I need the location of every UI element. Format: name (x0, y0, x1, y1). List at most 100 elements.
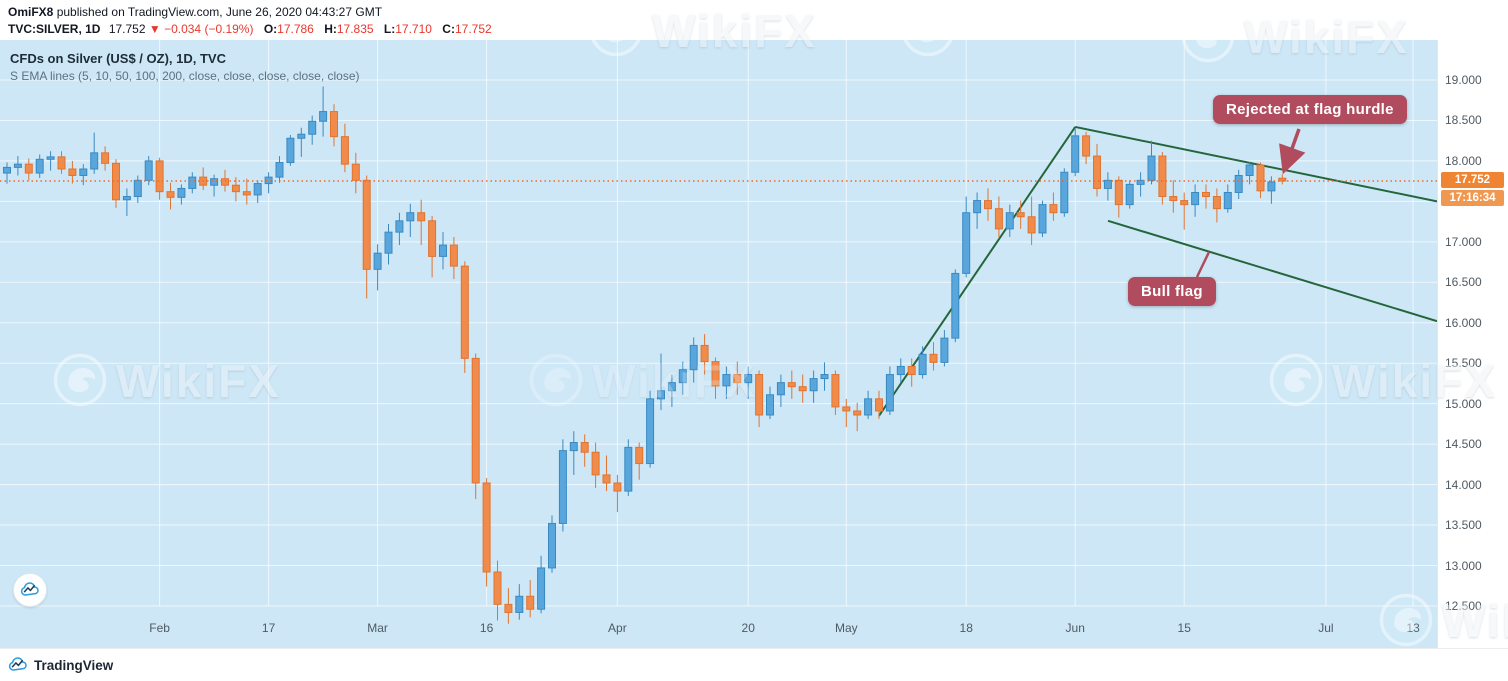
symbol-info-row: TVC:SILVER, 1D 17.752 ▼ −0.034 (−0.19%) … (8, 22, 1508, 36)
price-axis-label: 14.500 (1445, 437, 1482, 452)
candle-body (79, 168, 88, 176)
candle-body (885, 374, 894, 412)
close-value: 17.752 (454, 22, 492, 36)
chart-area[interactable]: Feb 17 Mar 16 Apr 20 May 18 Jun 15 Jul 13 CFDs on S… (0, 40, 1437, 648)
candle-body (1016, 212, 1025, 218)
candle-body (1169, 196, 1178, 202)
candle-body (722, 374, 731, 387)
candle-body (1202, 191, 1210, 198)
time-axis-label: 16 (480, 621, 494, 635)
price-axis-label: 13.500 (1445, 518, 1482, 533)
candle-body (1147, 155, 1156, 181)
candle-body (362, 179, 371, 270)
candle-body (1125, 183, 1134, 206)
candle-body (373, 252, 382, 270)
candle-body (471, 357, 480, 484)
trend-line-flag-top[interactable] (1074, 125, 1437, 203)
candle-body (1278, 177, 1287, 182)
high-value: 17.835 (336, 22, 374, 36)
publish-text: published on TradingView.com, June 26, 2… (53, 5, 383, 19)
candle-body (635, 446, 644, 465)
price-axis-label: 18.000 (1445, 153, 1482, 168)
candle-body (1114, 179, 1123, 206)
candle-body (1060, 171, 1069, 214)
price-axis[interactable]: 17.752 17:16:34 19.00018.50018.00017.500… (1437, 40, 1508, 648)
candle-body (221, 178, 229, 186)
candle-body (951, 272, 960, 339)
candle-body (1234, 174, 1243, 193)
candle-body (428, 220, 437, 257)
candle-body (210, 178, 219, 186)
candle-body (493, 571, 502, 605)
tradingview-logo-icon (20, 582, 39, 596)
candle-body (319, 111, 328, 122)
time-axis-label: 13 (1406, 621, 1420, 635)
candlestick-chart[interactable]: Feb 17 Mar 16 Apr 20 May 18 Jun 15 Jul 13 (0, 40, 1437, 648)
candle-body (57, 156, 66, 170)
candle-body (1158, 155, 1167, 198)
candle-body (264, 176, 273, 185)
candle-body (155, 160, 164, 193)
candle-body (395, 220, 404, 233)
candle-body (504, 603, 513, 613)
price-axis-label: 17.000 (1445, 234, 1482, 249)
open-label: O: (263, 22, 278, 36)
candle-body (1136, 179, 1145, 185)
candle-body (515, 595, 524, 613)
symbol-name[interactable]: TVC:SILVER, 1D (8, 22, 101, 36)
candle-body (678, 369, 687, 384)
candle-body (133, 179, 142, 198)
candle-body (275, 162, 284, 178)
candle-body (962, 212, 971, 274)
candle-body (657, 390, 665, 400)
candle-body (918, 353, 927, 376)
time-axis-label: Jun (1066, 621, 1085, 635)
candle-body (24, 163, 33, 174)
candle-body (144, 160, 153, 181)
candle-body (1093, 155, 1101, 189)
candle-body (853, 410, 862, 416)
candle-body (973, 200, 982, 214)
tradingview-brand[interactable]: TradingView (34, 657, 114, 673)
candle-body (776, 382, 785, 396)
candle-body (35, 158, 44, 174)
candle-body (340, 136, 349, 165)
candle-body (994, 208, 1003, 230)
candle-body (188, 176, 197, 189)
chart-indicator-label[interactable]: S EMA lines (5, 10, 50, 100, 200, close,… (10, 69, 360, 83)
candle-body (558, 450, 567, 524)
candle-body (231, 184, 240, 193)
candle-body (460, 265, 469, 359)
time-axis-label: Apr (608, 621, 627, 635)
time-axis-label: May (835, 621, 858, 635)
chart-title: CFDs on Silver (US$ / OZ), 1D, TVC (10, 51, 226, 66)
candle-body (929, 353, 938, 363)
candle-body (875, 398, 883, 412)
candle-body (602, 474, 611, 484)
candle-body (351, 163, 360, 181)
price-axis-label: 15.000 (1445, 396, 1482, 411)
annotation-bull-flag: Bull flag (1128, 277, 1216, 306)
candle-body (1180, 200, 1189, 206)
candle-body (46, 156, 55, 160)
candle-body (3, 166, 11, 174)
tradingview-bubble-button[interactable] (13, 573, 47, 607)
candle-body (286, 137, 295, 164)
header-last-price: 17.752 (108, 22, 146, 36)
candle-body (1038, 204, 1047, 234)
time-axis-label: 18 (960, 621, 974, 635)
candle-body (733, 374, 742, 384)
candle-body (809, 378, 818, 392)
candle-body (820, 374, 829, 380)
candle-body (330, 111, 338, 138)
candle-body (101, 152, 110, 164)
candle-body (798, 386, 807, 392)
candle-body (122, 196, 131, 201)
trend-line-flag-bottom[interactable] (1107, 219, 1437, 323)
candle-body (68, 168, 77, 176)
candle-body (864, 398, 873, 416)
candle-body (1005, 212, 1014, 230)
candle-body (984, 200, 992, 210)
candle-body (406, 212, 415, 222)
candle-body (842, 406, 851, 412)
